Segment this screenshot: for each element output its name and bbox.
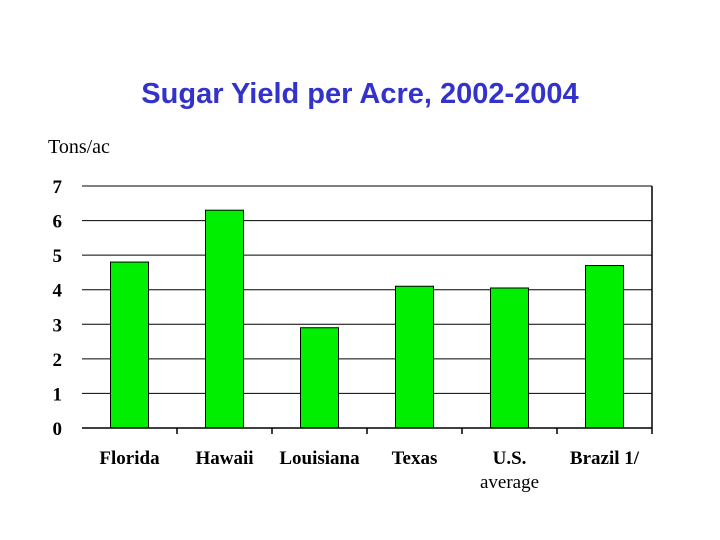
y-tick-label: 7 (53, 177, 63, 198)
chart-title: Sugar Yield per Acre, 2002-2004 (141, 78, 579, 110)
y-tick-label: 2 (53, 350, 63, 371)
y-tick-label: 3 (53, 315, 63, 336)
x-category-label: average (480, 472, 539, 493)
x-category-label: Texas (392, 448, 438, 469)
x-category-label: Brazil 1/ (570, 448, 640, 469)
y-tick-label: 5 (53, 246, 63, 267)
y-axis-label: Tons/ac (48, 136, 110, 158)
bar (300, 327, 339, 429)
x-category-label: Louisiana (279, 448, 360, 469)
y-tick-label: 1 (53, 384, 63, 405)
bar (205, 209, 244, 429)
x-category-label: Florida (99, 448, 160, 469)
gridlines (82, 185, 652, 394)
bar (585, 265, 624, 429)
x-category-label: Hawaii (195, 448, 253, 469)
axes (82, 186, 653, 434)
y-tick-label: 4 (53, 281, 63, 302)
x-category-label: U.S. (493, 448, 527, 469)
bar (110, 261, 149, 429)
y-tick-label: 0 (53, 419, 63, 440)
axis-labels: 0 1 2 3 4 5 6 7 Florida Hawaii Louisiana Texas U.S. a… (53, 177, 640, 493)
bar (395, 285, 434, 429)
bar (490, 287, 529, 429)
bars (110, 209, 624, 429)
y-tick-label: 6 (53, 212, 63, 233)
